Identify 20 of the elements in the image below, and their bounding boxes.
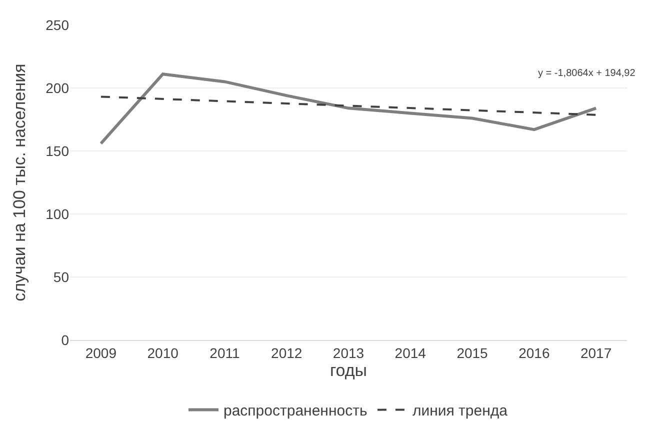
x-tick-label: 2009 <box>85 344 117 361</box>
x-tick-label: 2015 <box>456 344 488 361</box>
x-tick-label: 2013 <box>332 344 364 361</box>
x-axis-title: годы <box>330 360 368 380</box>
y-tick-label: 150 <box>46 142 70 159</box>
y-axis-title: случаи на 100 тыс. населения <box>10 64 30 302</box>
x-tick-label: 2014 <box>394 344 426 361</box>
x-tick-label: 2010 <box>147 344 179 361</box>
x-tick-label: 2012 <box>271 344 302 361</box>
legend-label: линия тренда <box>412 402 508 420</box>
y-tick-label: 0 <box>61 332 70 348</box>
y-tick-label: 200 <box>46 80 70 96</box>
y-tick-label: 100 <box>46 206 70 222</box>
y-tick-label: 50 <box>53 268 70 285</box>
legend-label: распространенность <box>224 402 368 420</box>
x-tick-label: 2017 <box>580 344 612 361</box>
x-tick-label: 2011 <box>210 344 240 361</box>
y-tick-label: 250 <box>46 16 70 33</box>
x-tick-label: 2016 <box>518 344 550 361</box>
annotation: y = -1,8064x + 194,92 <box>538 68 636 79</box>
